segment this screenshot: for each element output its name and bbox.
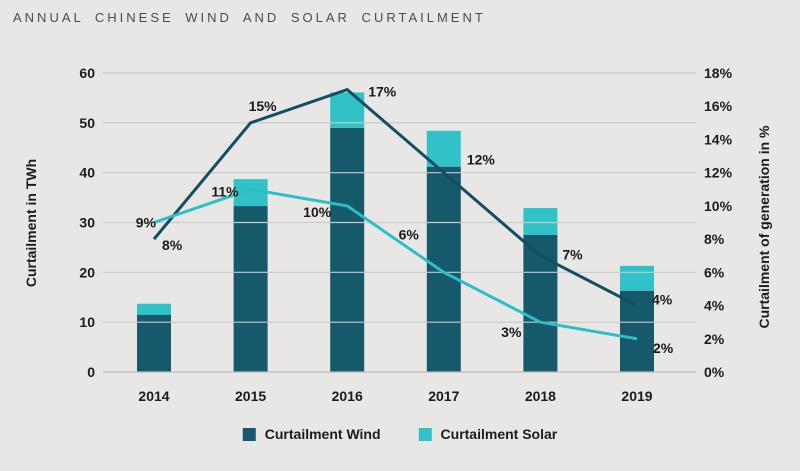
left-axis-tick-10: 10 (79, 314, 95, 330)
right-axis-tick-10%: 10% (704, 198, 733, 214)
bar-solar-2014 (137, 303, 171, 315)
bar-solar-2017 (426, 130, 461, 167)
wind-value-label-2019: 4% (652, 292, 673, 308)
x-axis-label-2014: 2014 (138, 388, 169, 404)
right-axis-tick-8%: 8% (704, 231, 725, 247)
bar-solar-2018 (523, 208, 558, 235)
left-axis-tick-30: 30 (79, 215, 95, 231)
wind-value-label-2014: 8% (162, 237, 183, 253)
legend-wind-swatch (242, 427, 256, 441)
right-axis-tick-16%: 16% (704, 98, 733, 114)
wind-value-label-2015: 15% (249, 98, 278, 114)
solar-value-label-2019: 2% (653, 340, 674, 356)
solar-value-label-2015: 11% (211, 183, 239, 199)
bar-wind-2014 (137, 314, 171, 372)
left-axis-tick-40: 40 (79, 165, 95, 181)
bar-wind-2015 (233, 206, 268, 372)
solar-value-label-2017: 6% (399, 226, 420, 242)
bar-wind-2019 (620, 290, 654, 372)
x-axis-label-2019: 2019 (621, 388, 652, 404)
legend-wind-label: Curtailment Wind (264, 426, 381, 442)
bar-wind-2018 (523, 234, 558, 372)
x-axis-label-2016: 2016 (332, 388, 363, 404)
legend-item-wind: Curtailment Wind (242, 426, 381, 442)
legend-solar-swatch (418, 427, 432, 441)
right-axis-tick-18%: 18% (704, 65, 733, 81)
legend: Curtailment Wind Curtailment Solar (242, 426, 558, 442)
right-axis-tick-12%: 12% (704, 165, 733, 181)
solar-value-label-2018: 3% (501, 324, 522, 340)
right-axis-tick-0%: 0% (704, 364, 725, 380)
x-axis-label-2018: 2018 (525, 388, 556, 404)
left-axis-tick-20: 20 (79, 264, 95, 280)
right-axis-tick-2%: 2% (704, 331, 725, 347)
right-axis-tick-14%: 14% (704, 131, 733, 147)
wind-value-label-2018: 7% (562, 247, 583, 263)
solar-line (153, 187, 638, 341)
chart-title: ANNUAL CHINESE WIND AND SOLAR CURTAILMEN… (13, 10, 486, 25)
solar-value-label-2014: 9% (136, 215, 157, 231)
bar-solar-2019 (620, 265, 654, 291)
legend-item-solar: Curtailment Solar (418, 426, 558, 442)
left-axis-tick-50: 50 (79, 115, 95, 131)
right-axis-tick-6%: 6% (704, 264, 725, 280)
bar-wind-2016 (330, 127, 365, 372)
legend-solar-label: Curtailment Solar (440, 426, 558, 442)
wind-value-label-2016: 17% (368, 84, 397, 100)
bar-wind-2017 (426, 166, 461, 372)
left-axis-tick-0: 0 (87, 364, 95, 380)
wind-line (152, 87, 638, 307)
x-axis-label-2015: 2015 (235, 388, 266, 404)
x-axis-label-2017: 2017 (428, 388, 459, 404)
solar-value-label-2016: 10% (303, 204, 332, 220)
left-axis-tick-60: 60 (79, 65, 95, 81)
wind-value-label-2017: 12% (467, 152, 496, 168)
right-axis-tick-4%: 4% (704, 298, 725, 314)
